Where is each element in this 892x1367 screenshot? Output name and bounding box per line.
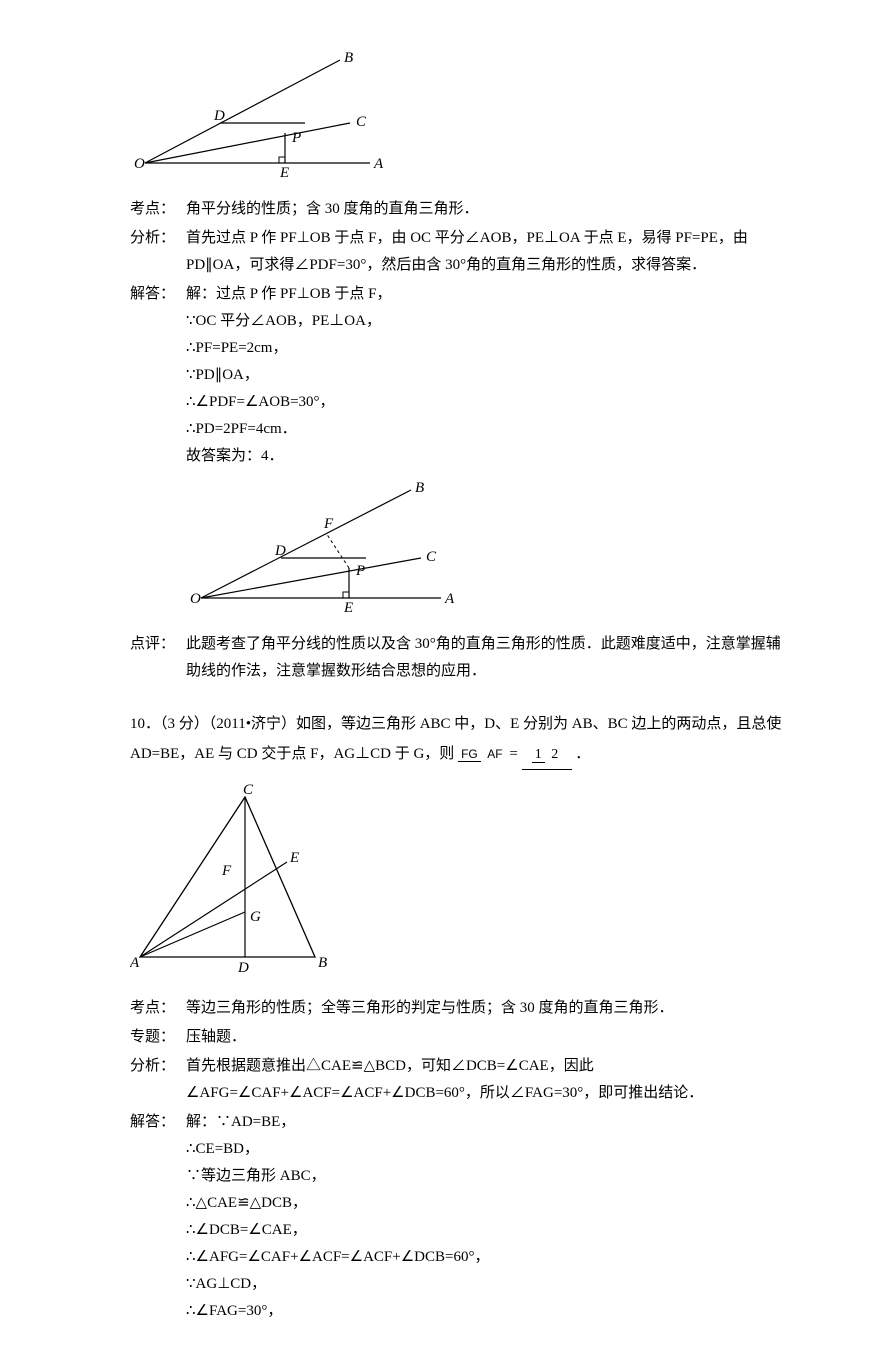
label-D: D (237, 960, 249, 976)
fraction-fg-af: FG AF (458, 747, 506, 762)
label-E: E (289, 850, 299, 866)
fenxi-row-1: 分析： 首先过点 P 作 PF⊥OB 于点 F，由 OC 平分∠AOB，PE⊥O… (130, 225, 792, 279)
label-A: A (130, 955, 140, 971)
label-A: A (373, 156, 384, 172)
label-O: O (190, 591, 201, 607)
frac-den: AF (484, 747, 505, 761)
fenxi-content: 首先根据题意推出△CAE≌△BCD，可知∠DCB=∠CAE，因此 ∠AFG=∠C… (186, 1053, 792, 1107)
jieda-line: ∴∠DCB=∠CAE， (186, 1217, 792, 1244)
jieda-line: ∵OC 平分∠AOB，PE⊥OA， (186, 308, 792, 335)
jieda-label: 解答： (130, 1109, 186, 1136)
label-G: G (250, 909, 261, 925)
label-O: O (134, 156, 145, 172)
label-C: C (243, 782, 254, 798)
figure-equilateral-triangle: A B C D E F G (130, 782, 792, 987)
jieda-line: ∴PF=PE=2cm， (186, 335, 792, 362)
problem-10: 10．（3 分）（2011•济宁）如图，等边三角形 ABC 中，D、E 分别为 … (130, 709, 792, 770)
label-B: B (415, 480, 424, 496)
label-D: D (213, 108, 225, 124)
jieda-line: ∴△CAE≌△DCB， (186, 1190, 792, 1217)
kaodian-row-1: 考点： 角平分线的性质；含 30 度角的直角三角形． (130, 196, 792, 223)
label-P: P (355, 563, 365, 579)
zhuanti-label: 专题： (130, 1024, 186, 1051)
jieda-line: ∴∠FAG=30°， (186, 1298, 792, 1325)
dianping-text: 此题考查了角平分线的性质以及含 30°角的直角三角形的性质．此题难度适中，注意掌… (186, 631, 792, 685)
label-E: E (343, 600, 353, 613)
label-F: F (221, 863, 232, 879)
dianping-row-1: 点评： 此题考查了角平分线的性质以及含 30°角的直角三角形的性质．此题难度适中… (130, 631, 792, 685)
fenxi-line: 首先根据题意推出△CAE≌△BCD，可知∠DCB=∠CAE，因此 (186, 1053, 792, 1080)
label-C: C (356, 114, 367, 130)
label-E: E (279, 165, 289, 178)
dianping-label: 点评： (130, 631, 186, 658)
jieda-row-2: 解答： 解：∵AD=BE， ∴CE=BD， ∵等边三角形 ABC， ∴△CAE≌… (130, 1109, 792, 1325)
jieda-line: 解：∵AD=BE， (186, 1109, 792, 1136)
kaodian-text: 角平分线的性质；含 30 度角的直角三角形． (186, 196, 792, 223)
fenxi-label: 分析： (130, 1053, 186, 1080)
jieda-content: 解：∵AD=BE， ∴CE=BD， ∵等边三角形 ABC， ∴△CAE≌△DCB… (186, 1109, 792, 1325)
kaodian-row-2: 考点： 等边三角形的性质；全等三角形的判定与性质；含 30 度角的直角三角形． (130, 995, 792, 1022)
problem-suffix: ． (575, 746, 590, 762)
jieda-line: ∵AG⊥CD， (186, 1271, 792, 1298)
kaodian-label: 考点： (130, 196, 186, 223)
kaodian-text: 等边三角形的性质；全等三角形的判定与性质；含 30 度角的直角三角形． (186, 995, 792, 1022)
label-B: B (318, 955, 327, 971)
jieda-line: ∵PD∥OA， (186, 362, 792, 389)
label-P: P (291, 130, 301, 146)
equals: = (509, 746, 517, 762)
zhuanti-text: 压轴题． (186, 1024, 792, 1051)
frac-num: FG (458, 747, 481, 762)
kaodian-label: 考点： (130, 995, 186, 1022)
figure-angle-bisector-1: O A C B D P E (130, 48, 792, 188)
zhuanti-row: 专题： 压轴题． (130, 1024, 792, 1051)
label-C: C (426, 549, 437, 565)
label-A: A (444, 591, 455, 607)
jieda-row-1: 解答： 解：过点 P 作 PF⊥OB 于点 F， ∵OC 平分∠AOB，PE⊥O… (130, 281, 792, 470)
jieda-line: 解：过点 P 作 PF⊥OB 于点 F， (186, 281, 792, 308)
fenxi-line: ∠AFG=∠CAF+∠ACF=∠ACF+∠DCB=60°，所以∠FAG=30°，… (186, 1080, 792, 1107)
jieda-line: ∴∠PDF=∠AOB=30°， (186, 389, 792, 416)
fenxi-label: 分析： (130, 225, 186, 252)
jieda-line: ∴∠AFG=∠CAF+∠ACF=∠ACF+∠DCB=60°， (186, 1244, 792, 1271)
label-D: D (274, 543, 286, 559)
jieda-content: 解：过点 P 作 PF⊥OB 于点 F， ∵OC 平分∠AOB，PE⊥OA， ∴… (186, 281, 792, 470)
label-F: F (323, 516, 334, 532)
jieda-line: ∴PD=2PF=4cm． (186, 416, 792, 443)
frac-den: 2 (548, 747, 561, 762)
problem-prefix: 10．（3 分）（2011•济宁）如图，等边三角形 ABC 中，D、E 分别为 … (130, 716, 781, 762)
answer-blank: 1 2 (522, 739, 572, 770)
fenxi-row-2: 分析： 首先根据题意推出△CAE≌△BCD，可知∠DCB=∠CAE，因此 ∠AF… (130, 1053, 792, 1107)
jieda-line: 故答案为：4． (186, 443, 792, 470)
jieda-line: ∴CE=BD， (186, 1136, 792, 1163)
fraction-1-2: 1 2 (532, 747, 562, 762)
jieda-line: ∵等边三角形 ABC， (186, 1163, 792, 1190)
fenxi-text: 首先过点 P 作 PF⊥OB 于点 F，由 OC 平分∠AOB，PE⊥OA 于点… (186, 225, 792, 279)
jieda-label: 解答： (130, 281, 186, 308)
figure-angle-bisector-2: O A C B D P E F (186, 478, 792, 623)
label-B: B (344, 50, 353, 66)
frac-num: 1 (532, 747, 545, 763)
